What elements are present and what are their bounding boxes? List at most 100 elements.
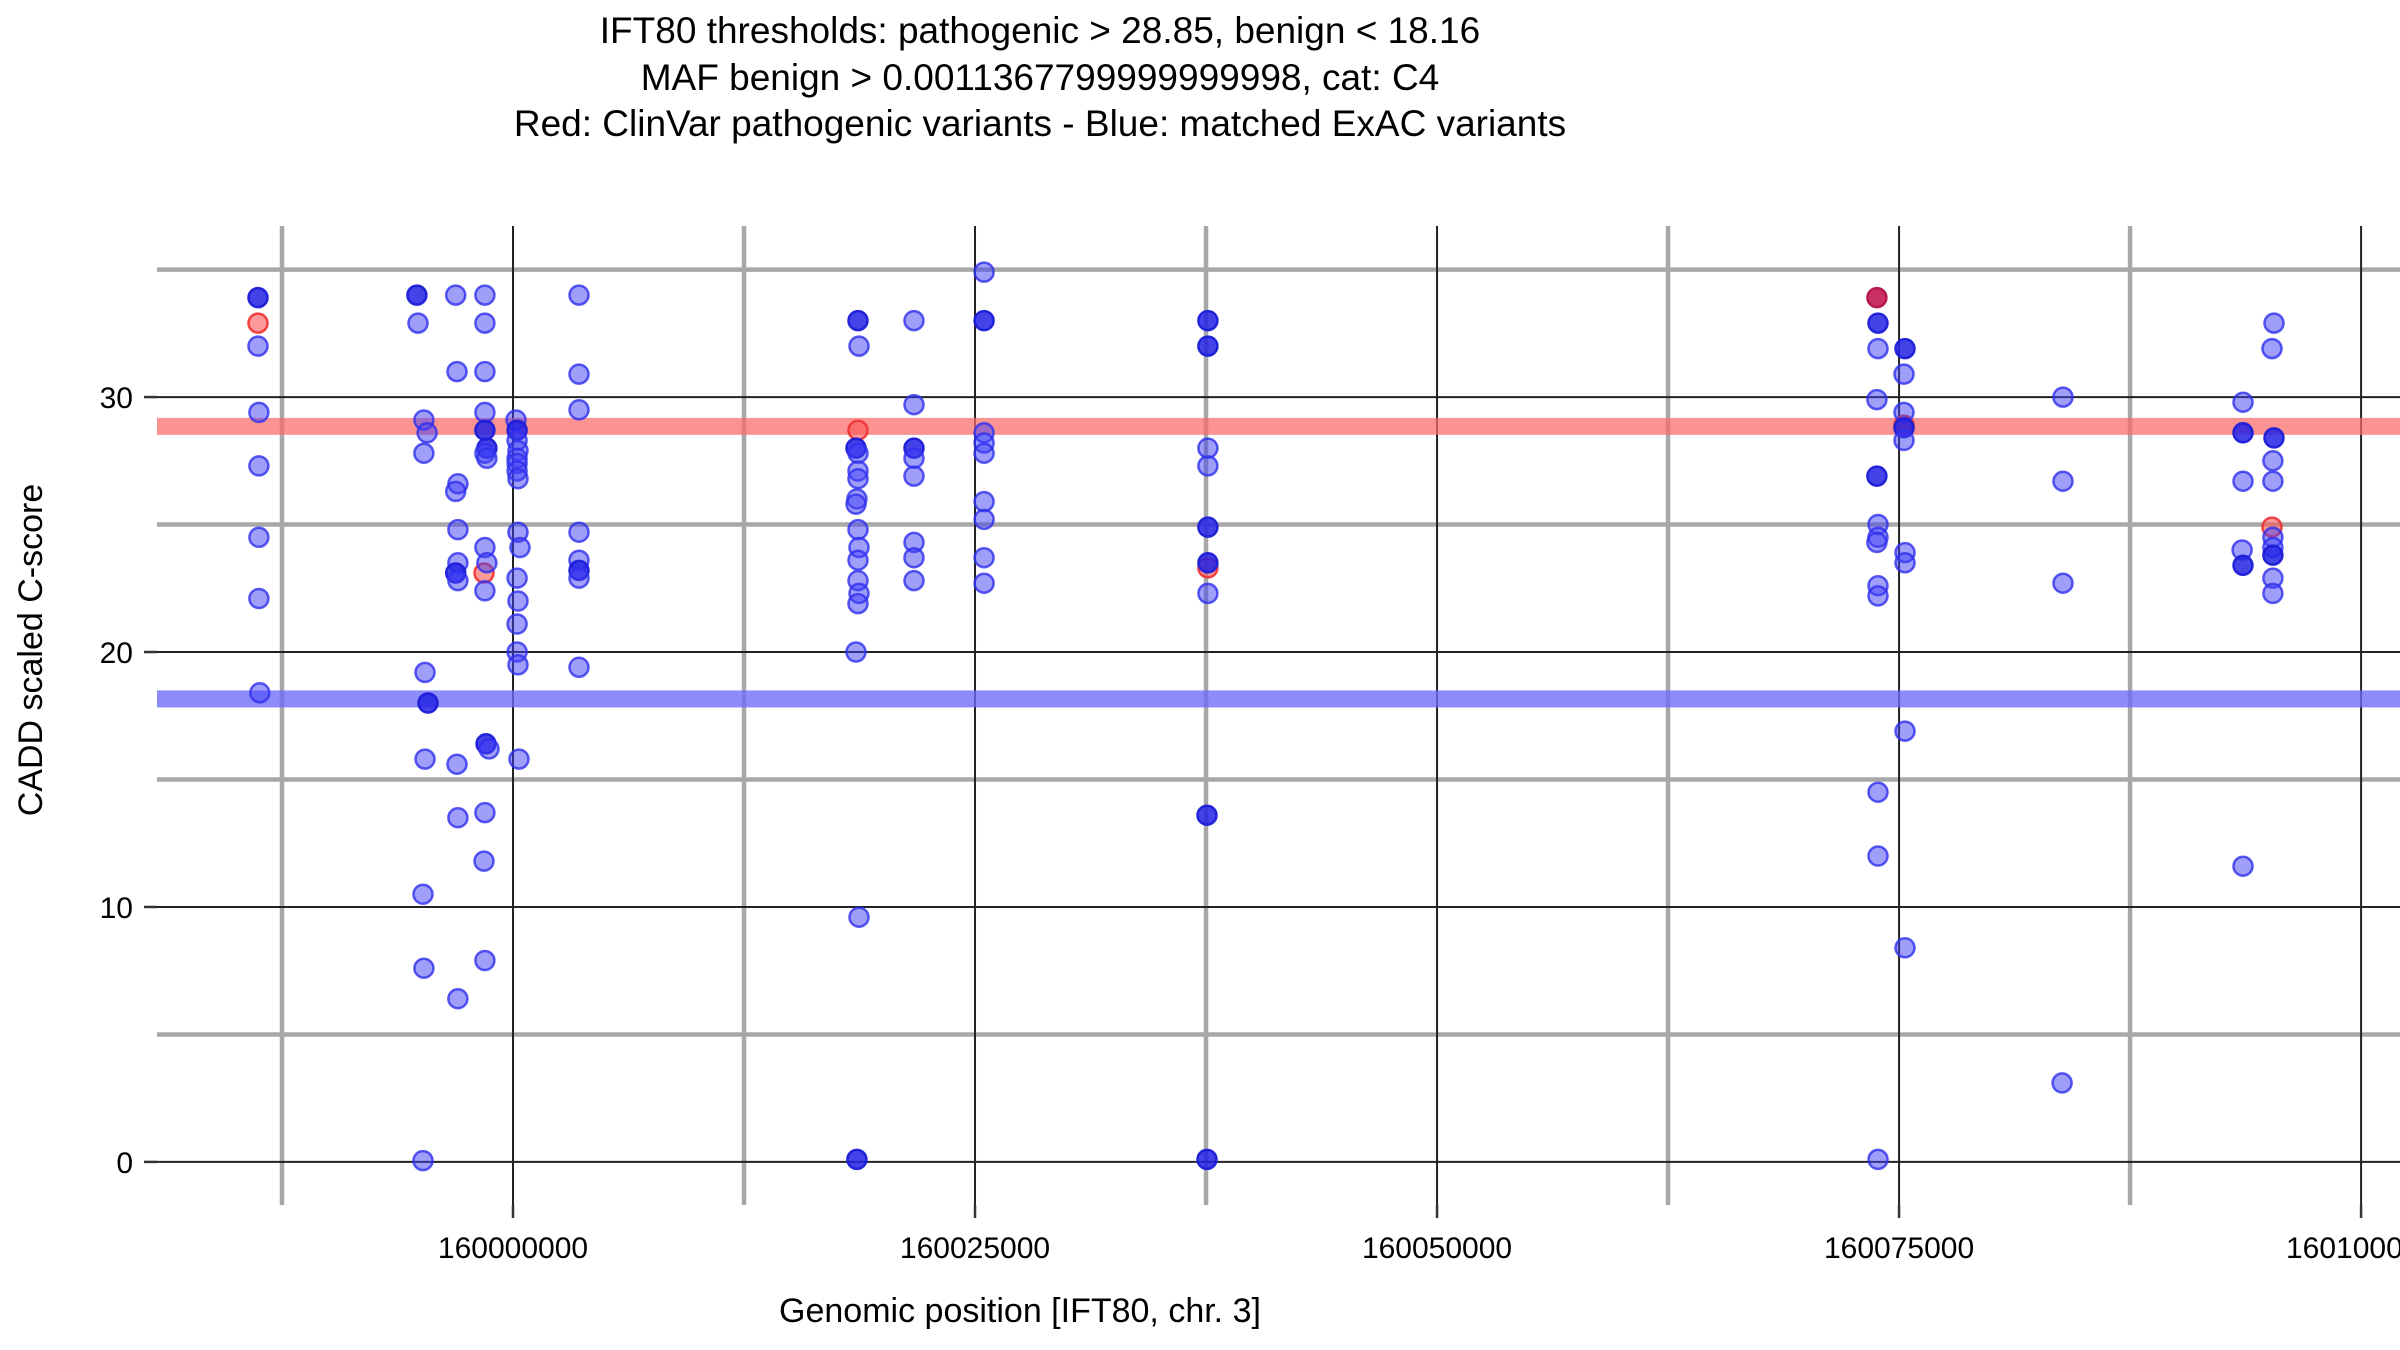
exac-variant-point xyxy=(903,546,925,569)
data-points xyxy=(247,261,2285,1172)
exac-variant-point xyxy=(847,309,869,332)
exac-variant-point xyxy=(1197,335,1219,357)
exac-variant-point xyxy=(568,521,590,543)
exac-variant-point xyxy=(2232,422,2254,444)
exac-variant-point xyxy=(848,906,870,928)
benign-threshold-band xyxy=(157,690,2400,708)
exac-variant-point xyxy=(2263,312,2285,334)
exac-variant-point xyxy=(1197,552,1219,574)
exac-variant-point xyxy=(847,467,869,490)
exac-variant-point xyxy=(474,419,496,441)
x-tick-label: 160050000 xyxy=(1362,1232,1512,1265)
exac-variant-point xyxy=(1866,531,1888,554)
axis-ticks xyxy=(144,395,2363,1218)
exac-variant-point xyxy=(973,490,995,513)
exac-variant-point xyxy=(444,480,467,503)
exac-variant-point xyxy=(414,661,436,684)
exac-variant-point xyxy=(474,312,496,334)
exac-variant-point xyxy=(416,422,438,444)
exac-variant-point xyxy=(506,613,528,635)
threshold-bands xyxy=(157,417,2400,708)
exac-variant-point xyxy=(903,393,925,416)
exac-variant-point xyxy=(568,363,590,385)
exac-variant-point xyxy=(1867,312,1889,334)
major-gridlines xyxy=(157,226,2400,1205)
axis-tick-labels: 160000000 160025000 160050000 160075000 1601… xyxy=(100,382,2400,1265)
exac-variant-point xyxy=(447,806,469,829)
exac-variant-point xyxy=(846,1148,868,1171)
exac-variant-point xyxy=(903,465,925,487)
exac-variant-point xyxy=(847,518,869,541)
exac-variant-point xyxy=(474,401,496,424)
exac-variant-point xyxy=(446,753,468,775)
exac-variant-point xyxy=(973,309,995,332)
exac-variant-point xyxy=(247,286,269,309)
exac-variant-point xyxy=(2232,391,2254,413)
exac-variant-point xyxy=(973,508,995,531)
exac-variant-point xyxy=(248,401,270,424)
clinvar-pathogenic-point xyxy=(847,419,869,441)
exac-variant-point xyxy=(903,309,925,332)
exac-variant-point xyxy=(447,518,469,541)
exac-variant-point xyxy=(2262,470,2284,492)
exac-variant-point xyxy=(248,526,270,549)
exac-variant-point xyxy=(903,569,925,592)
exac-variant-point xyxy=(1197,309,1219,332)
exac-variant-point xyxy=(1867,781,1889,803)
exac-variant-point xyxy=(508,748,530,770)
exac-variant-point xyxy=(1196,1148,1218,1171)
exac-variant-point xyxy=(973,442,995,464)
exac-variant-point xyxy=(1893,429,1915,452)
exac-variant-point xyxy=(446,360,468,383)
exac-variant-point xyxy=(847,442,869,464)
exac-variant-point xyxy=(412,1149,434,1172)
exac-variant-point xyxy=(1196,804,1218,826)
exac-variant-point xyxy=(568,284,590,306)
exac-variant-point xyxy=(474,284,496,306)
exac-variant-point xyxy=(1866,388,1888,411)
minor-gridlines xyxy=(157,226,2400,1205)
exac-variant-point xyxy=(1867,585,1889,607)
exac-variant-point xyxy=(509,536,531,559)
exac-variant-point xyxy=(2232,554,2254,577)
exac-variant-point xyxy=(2262,582,2284,605)
plot-title-line-2: MAF benign > 0.0011367799999999998, cat:… xyxy=(641,57,1440,98)
exac-variant-point xyxy=(1894,337,1916,360)
exac-variant-point xyxy=(476,447,498,470)
exac-variant-point xyxy=(507,467,529,490)
exac-variant-point xyxy=(249,682,271,704)
exac-variant-point xyxy=(848,335,870,357)
x-tick-label: 160100000 xyxy=(2286,1232,2400,1265)
exac-variant-point xyxy=(2262,450,2284,472)
exac-variant-point xyxy=(2052,572,2074,594)
y-tick-label: 0 xyxy=(116,1147,133,1180)
exac-variant-point xyxy=(973,546,995,569)
exac-variant-point xyxy=(1893,363,1915,385)
clinvar-pathogenic-point xyxy=(247,312,269,334)
exac-variant-point xyxy=(847,549,869,571)
exac-variant-point xyxy=(2232,470,2254,492)
exac-variant-point xyxy=(2261,337,2283,360)
plot-title-line-3: Red: ClinVar pathogenic variants - Blue:… xyxy=(514,103,1566,144)
x-tick-label: 160025000 xyxy=(900,1232,1050,1265)
exac-variant-point xyxy=(568,399,590,421)
exac-variant-point xyxy=(845,641,867,663)
exac-variant-point xyxy=(412,883,434,905)
exac-variant-point xyxy=(478,738,500,760)
x-axis-label: Genomic position [IFT80, chr. 3] xyxy=(779,1292,1261,1330)
exac-variant-point xyxy=(847,592,869,615)
exac-variant-point xyxy=(444,284,467,306)
x-tick-label: 160075000 xyxy=(1824,1232,1974,1265)
exac-variant-point xyxy=(1197,582,1219,605)
exac-variant-point xyxy=(473,850,495,872)
exac-variant-point xyxy=(474,801,496,824)
exac-variant-point xyxy=(474,360,496,383)
y-axis-label: CADD scaled C-score xyxy=(12,484,50,817)
exac-variant-point xyxy=(507,654,529,676)
exac-variant-point xyxy=(2262,544,2284,566)
exac-variant-point xyxy=(2051,1072,2073,1094)
exac-variant-point xyxy=(2052,470,2074,492)
exac-variant-point xyxy=(1867,845,1889,867)
pathogenic-threshold-band xyxy=(157,417,2400,435)
